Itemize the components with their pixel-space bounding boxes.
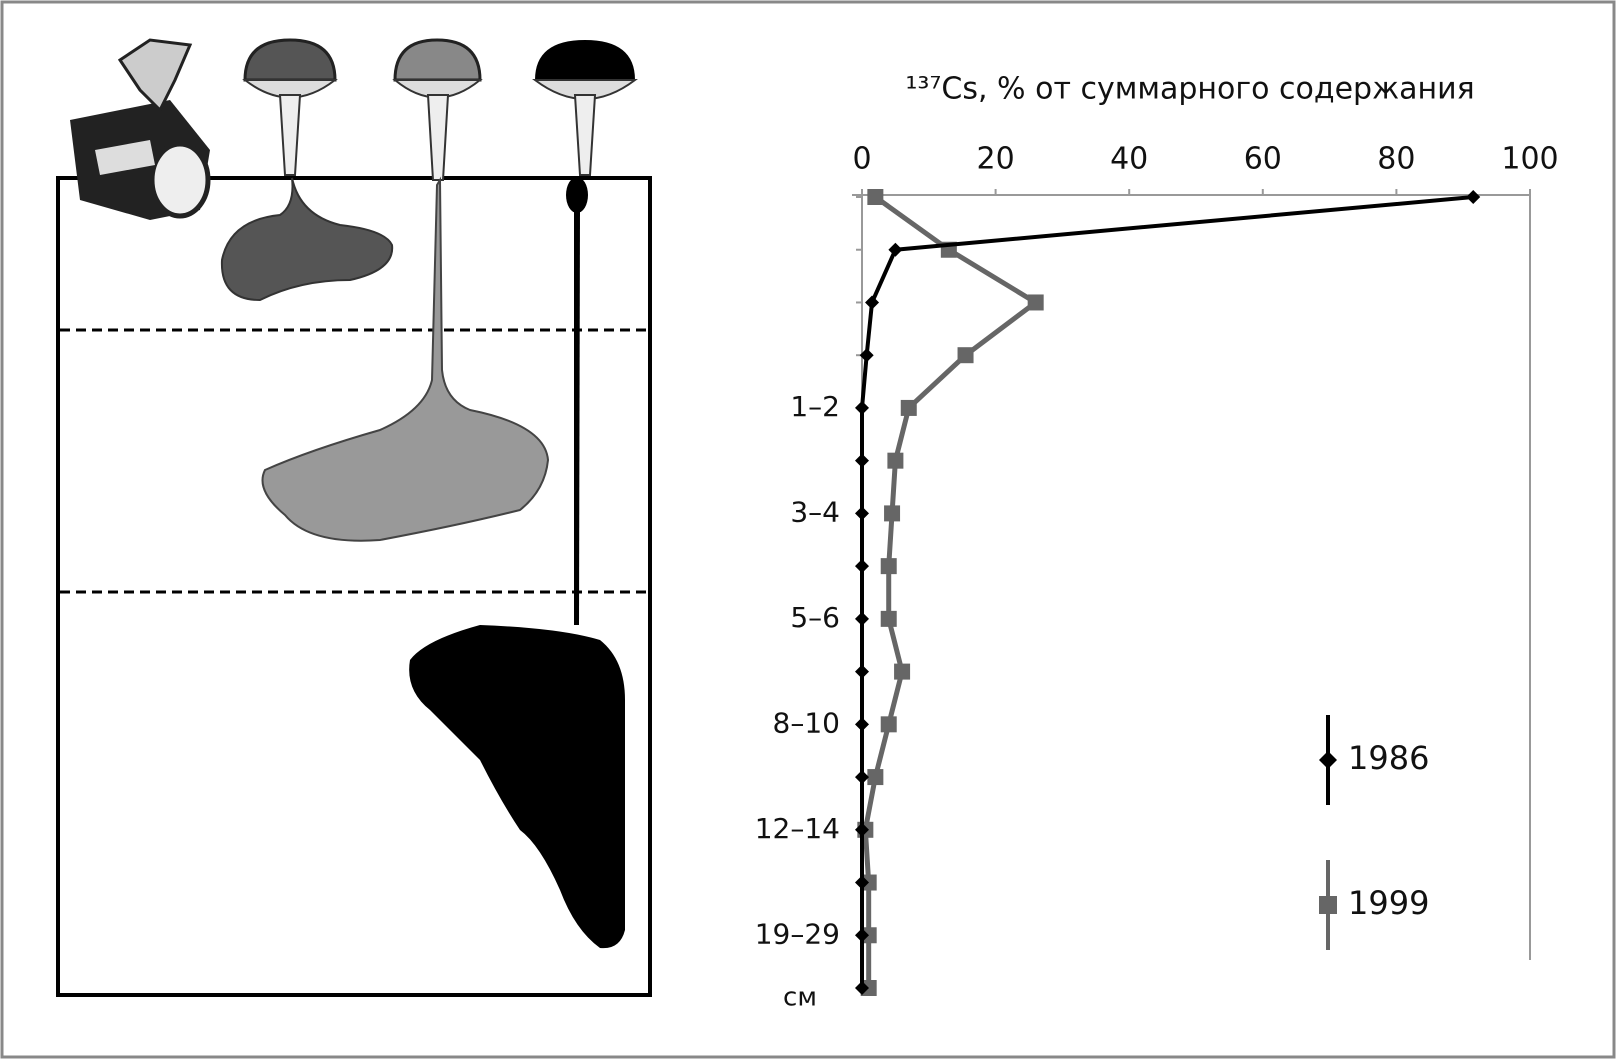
mushroom	[220, 38, 394, 302]
data-point	[888, 242, 903, 257]
data-point	[855, 770, 869, 785]
data-point	[867, 769, 884, 786]
legend-label: 1999	[1348, 884, 1429, 922]
x-tick-label: 40	[1110, 142, 1148, 177]
data-point	[1027, 294, 1044, 311]
y-tick-label: 1–2	[790, 390, 840, 423]
data-point	[880, 716, 897, 733]
data-point	[865, 295, 880, 310]
chart-title: ¹³⁷Cs, % от суммарного содержания	[905, 72, 1474, 107]
legend-marker	[1319, 896, 1337, 914]
data-point	[855, 928, 869, 943]
data-point	[867, 189, 884, 205]
x-tick-label: 100	[1501, 142, 1558, 177]
data-point	[880, 610, 897, 627]
data-point	[859, 348, 874, 363]
data-point	[855, 559, 869, 574]
x-tick-label: 60	[1244, 142, 1282, 177]
y-tick-label: 19–29	[755, 917, 840, 950]
y-axis-label: см	[783, 983, 817, 1013]
data-point	[900, 399, 917, 416]
y-tick-label: 3–4	[790, 495, 840, 528]
legend-marker	[1319, 751, 1337, 769]
data-point	[855, 822, 869, 837]
x-tick-label: 80	[1377, 142, 1415, 177]
data-point	[894, 663, 911, 680]
y-tick-label: 12–14	[755, 812, 840, 845]
series-line	[862, 194, 1039, 988]
data-point	[855, 717, 869, 732]
y-tick-label: 8–10	[773, 706, 840, 739]
x-tick-label: 0	[852, 142, 871, 177]
data-point	[855, 875, 869, 890]
y-tick-label: 5–6	[790, 601, 840, 634]
data-point	[855, 453, 869, 468]
data-point	[855, 400, 869, 415]
data-point	[880, 558, 897, 575]
data-point	[884, 505, 901, 522]
x-tick-label: 20	[977, 142, 1015, 177]
data-point	[855, 506, 869, 521]
mushroom	[409, 40, 638, 949]
series-line	[860, 195, 1474, 988]
data-point	[855, 981, 869, 995]
data-point	[855, 611, 869, 626]
data-point	[887, 452, 904, 469]
illustration	[56, 38, 652, 997]
log	[70, 38, 211, 220]
data-point	[855, 664, 869, 679]
legend-label: 1986	[1348, 739, 1429, 777]
mushroom	[261, 38, 550, 542]
data-point	[957, 347, 974, 364]
data-point	[1466, 190, 1481, 204]
